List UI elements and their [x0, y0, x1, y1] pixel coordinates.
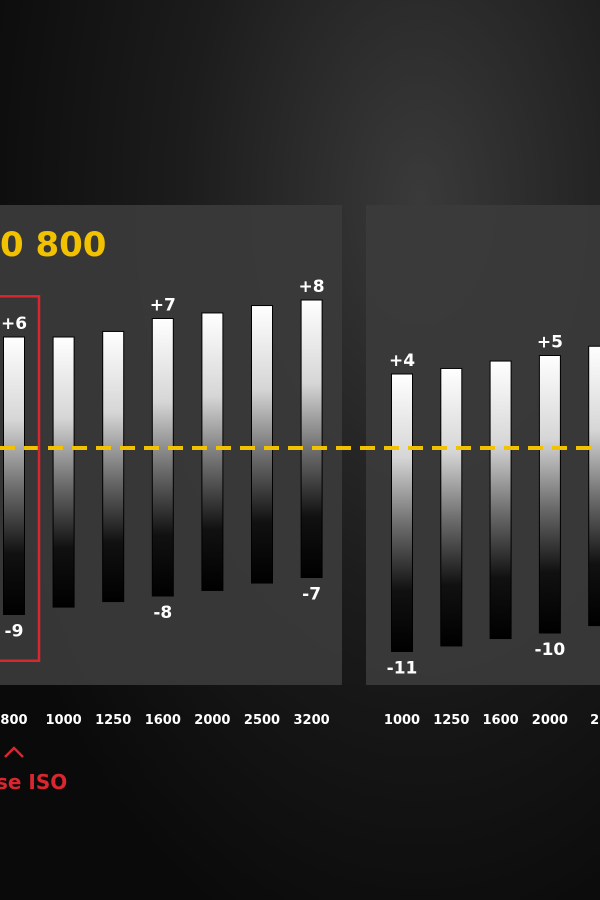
- x-tick-label: 25: [590, 713, 600, 728]
- x-tick-label: 1000: [46, 713, 82, 728]
- bar-1-1000: [391, 373, 413, 652]
- bar-0-800: [3, 336, 25, 615]
- bar-low-label: -11: [387, 659, 418, 679]
- bar-1-1600: [489, 360, 512, 640]
- bar-low-label: -7: [302, 585, 321, 605]
- bar-1-2000: [538, 355, 561, 634]
- bar-low-label: -9: [5, 622, 24, 642]
- x-tick-label: 2500: [244, 713, 280, 728]
- x-tick-label: 800: [0, 713, 27, 728]
- x-tick-label: 1600: [483, 713, 519, 728]
- bar-1-1250: [440, 367, 463, 647]
- bar-low-label: -8: [153, 603, 172, 623]
- bar-0-2500: [251, 305, 273, 584]
- bar-0-3200: [300, 299, 323, 578]
- bar-high-label: +4: [389, 351, 415, 371]
- chevron-up-icon: [4, 746, 24, 758]
- bar-0-1250: [102, 330, 125, 603]
- highlight-box: [0, 295, 41, 662]
- bar-high-label: +7: [150, 296, 176, 316]
- x-tick-label: 3200: [294, 713, 330, 728]
- bar-1-25: [588, 345, 600, 627]
- bar-high-label: +8: [299, 277, 325, 297]
- chart-title: 0 800: [0, 225, 106, 265]
- x-tick-label: 1000: [384, 713, 420, 728]
- bar-0-1600: [151, 318, 174, 597]
- x-tick-label: 1250: [433, 713, 469, 728]
- bar-high-label: +5: [537, 333, 563, 353]
- bar-low-label: -10: [535, 640, 566, 660]
- x-tick-label: 1600: [145, 713, 181, 728]
- x-tick-label: 2000: [532, 713, 568, 728]
- x-tick-label: 1250: [95, 713, 131, 728]
- bar-0-1000: [52, 336, 75, 608]
- x-tick-label: 2000: [194, 713, 230, 728]
- bar-high-label: +6: [1, 314, 27, 334]
- highlight-annotation: se ISO: [0, 770, 67, 794]
- bar-0-2000: [201, 312, 224, 591]
